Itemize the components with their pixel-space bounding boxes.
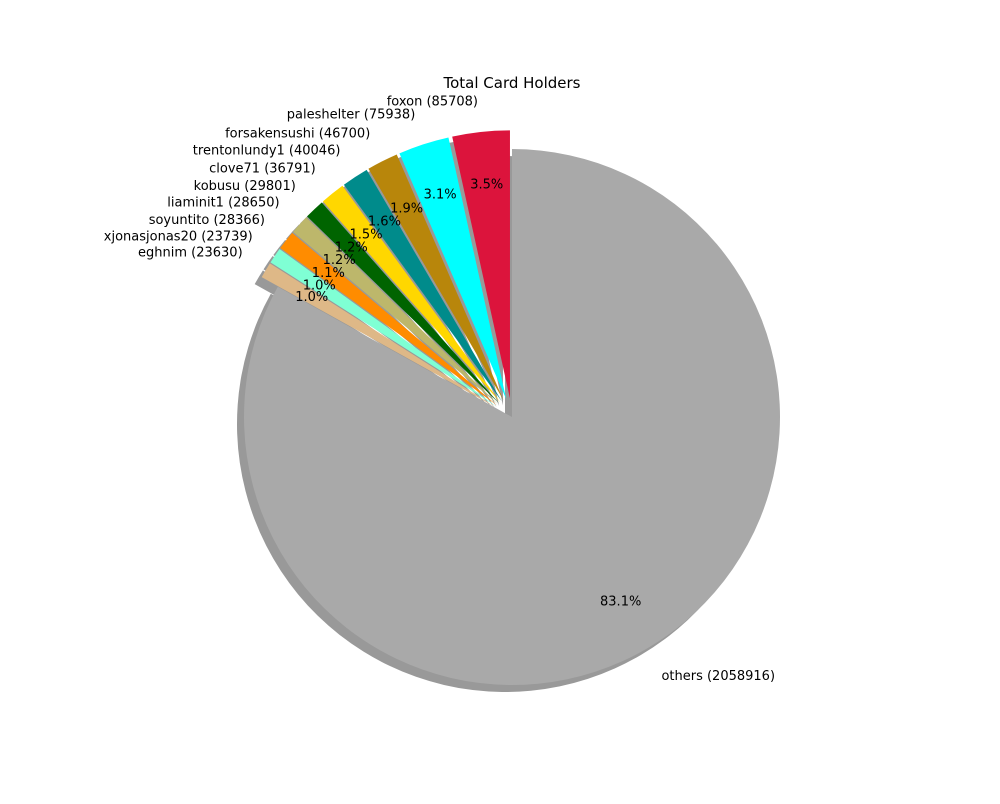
pie-slice-foxon	[452, 130, 510, 399]
slice-percent-liaminit1: 1.2%	[323, 253, 356, 268]
slice-label-forsakensushi: forsakensushi (46700)	[225, 126, 370, 141]
pie-slice-clove71	[322, 185, 501, 403]
slice-percent-soyuntito: 1.1%	[312, 266, 345, 281]
slice-percent-xjonasjonas20: 1.0%	[303, 278, 336, 293]
pie-slice-soyuntito	[280, 232, 498, 406]
slice-label-liaminit1: liaminit1 (28650)	[167, 196, 279, 211]
slice-layer	[243, 130, 781, 685]
slice-percent-trentonlundy1: 1.6%	[368, 214, 401, 229]
slice-percent-kobusu: 1.2%	[335, 241, 368, 256]
slice-percent-foxon: 3.5%	[470, 178, 503, 193]
pie-slice-forsakensushi	[368, 154, 504, 401]
slice-label-others: others (2058916)	[661, 669, 775, 684]
slice-label-paleshelter: paleshelter (75938)	[287, 108, 416, 123]
pie-slice-eghnim	[261, 263, 496, 408]
pie-slice-xjonasjonas20	[270, 249, 497, 407]
slice-label-eghnim: eghnim (23630)	[138, 245, 243, 260]
slice-percent-forsakensushi: 1.9%	[390, 202, 423, 217]
slice-percent-others: 83.1%	[600, 594, 641, 609]
pie-slice-paleshelter	[399, 137, 507, 400]
slice-percent-paleshelter: 3.1%	[424, 188, 457, 203]
label-layer: foxon (85708) 3.5% paleshelter (75938) 3.1%…	[104, 94, 775, 684]
pie-slice-others	[243, 149, 781, 685]
slice-label-trentonlundy1: trentonlundy1 (40046)	[193, 144, 341, 159]
pie-slice-kobusu	[307, 202, 500, 404]
slice-label-kobusu: kobusu (29801)	[194, 179, 296, 194]
slice-percent-eghnim: 1.0%	[295, 290, 328, 305]
slice-label-clove71: clove71 (36791)	[209, 161, 316, 176]
slice-label-soyuntito: soyuntito (28366)	[149, 213, 265, 228]
slice-label-xjonasjonas20: xjonasjonas20 (23739)	[104, 230, 253, 245]
slice-label-foxon: foxon (85708)	[387, 94, 478, 109]
pie-slice-liaminit1	[293, 217, 499, 405]
pie-slice-trentonlundy1	[343, 169, 502, 402]
chart-title: Total Card Holders	[442, 74, 580, 92]
slice-percent-clove71: 1.5%	[350, 228, 383, 243]
